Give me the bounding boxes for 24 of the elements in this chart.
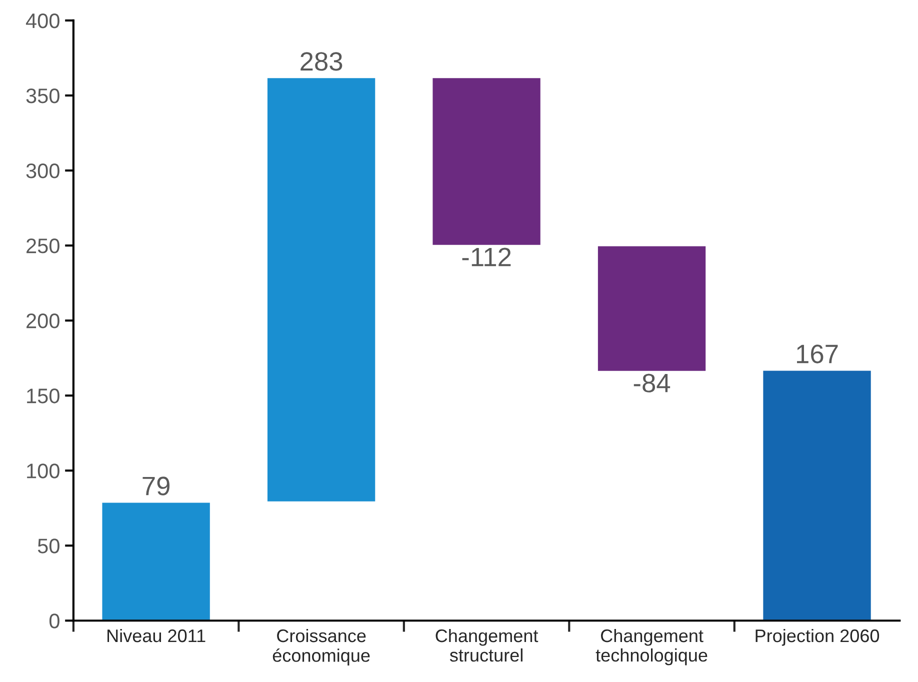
y-tick-label: 50 [38,538,60,554]
bar [596,244,708,372]
x-tick-label: Niveau 2011 [108,628,206,642]
y-tick-label: 300 [26,164,60,178]
x-tick-label: Projection 2060 [756,628,880,646]
bar [100,501,212,621]
data-label: 283 [300,52,342,71]
y-tick-label: 400 [26,13,60,28]
y-tick-label: 200 [26,314,60,328]
y-tick-label: 100 [27,464,60,478]
x-tick-label: Croissance économique [272,628,370,666]
data-label: 167 [797,344,838,364]
data-label: 79 [142,476,170,496]
bar [431,76,542,246]
y-tick-label: 250 [26,238,60,254]
x-tick-label: Changement technologique [596,628,708,666]
bar [762,369,872,621]
data-label: -84 [634,374,670,392]
y-tick-label: 150 [27,388,60,404]
bar [266,76,377,503]
y-tick-label: 350 [26,88,60,104]
data-label: -112 [462,248,511,266]
x-tick-label: Changement structurel [436,628,538,662]
y-tick-label: 0 [49,614,60,628]
